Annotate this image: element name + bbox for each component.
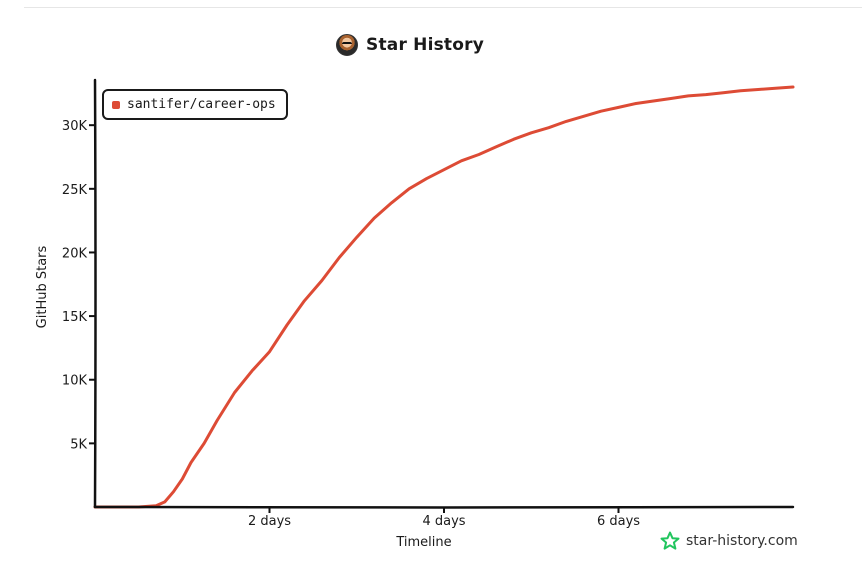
- series-line-santifer-career-ops: [93, 85, 795, 509]
- avatar-icon: [336, 34, 358, 56]
- y-tick-label: 5K: [70, 437, 87, 452]
- y-tick-label: 20K: [62, 246, 88, 261]
- y-axis-title: GitHub Stars: [35, 245, 50, 328]
- x-tick-label: 6 days: [597, 514, 640, 529]
- y-axis-line: [93, 78, 97, 509]
- chart-header: Star History: [0, 34, 820, 56]
- top-divider: [24, 7, 862, 8]
- star-icon: [660, 531, 680, 550]
- x-tick-label: 2 days: [248, 514, 291, 529]
- legend-label: santifer/career-ops: [127, 97, 276, 112]
- y-tick-label: 25K: [62, 183, 88, 198]
- y-tick-label: 15K: [62, 310, 88, 325]
- watermark-text: star-history.com: [686, 533, 798, 549]
- x-axis-line: [93, 505, 795, 509]
- x-tick-label: 4 days: [422, 514, 465, 529]
- watermark[interactable]: star-history.com: [660, 531, 798, 551]
- legend: santifer/career-ops: [102, 89, 288, 120]
- y-axis-ticks: 5K 10K 15K 20K 25K 30K: [62, 119, 95, 452]
- chart-title: Star History: [366, 35, 484, 55]
- x-axis-ticks: 2 days 4 days 6 days: [248, 507, 640, 529]
- legend-swatch: [112, 100, 120, 109]
- y-tick-label: 30K: [62, 119, 88, 134]
- y-tick-label: 10K: [62, 374, 88, 389]
- x-axis-title: Timeline: [395, 535, 451, 550]
